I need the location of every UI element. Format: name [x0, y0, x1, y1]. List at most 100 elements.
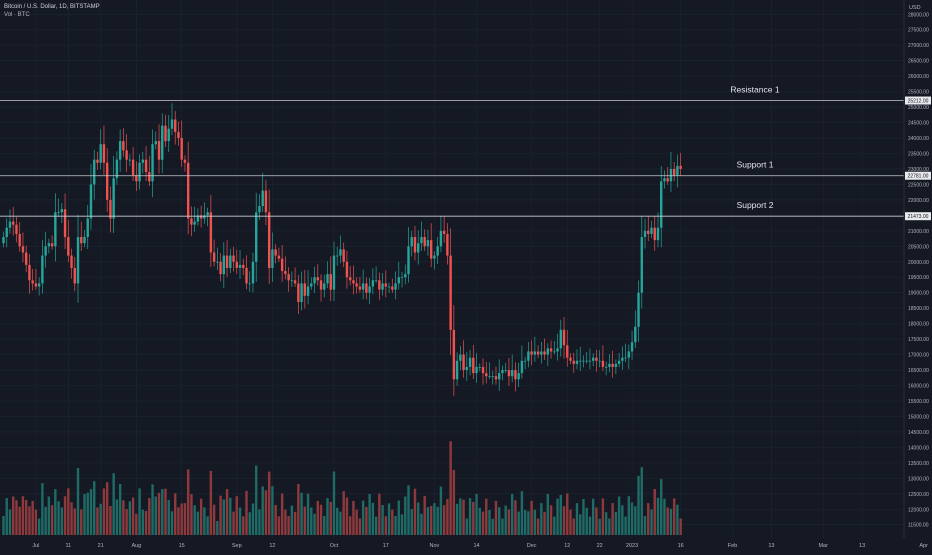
candle-body[interactable] [118, 141, 122, 160]
candle-body[interactable] [186, 162, 190, 219]
candle-body[interactable] [637, 292, 640, 327]
candle-body[interactable] [384, 283, 388, 287]
candle-body[interactable] [306, 286, 310, 296]
candle-body[interactable] [585, 360, 588, 362]
candle-body[interactable] [128, 159, 132, 161]
candle-body[interactable] [63, 209, 67, 238]
candle-body[interactable] [617, 360, 621, 364]
candle-body[interactable] [196, 215, 200, 222]
candle-body[interactable] [462, 354, 465, 371]
candle-body[interactable] [105, 162, 109, 200]
candle-body[interactable] [290, 280, 294, 282]
candle-body[interactable] [345, 261, 349, 278]
candle-body[interactable] [76, 237, 80, 284]
candle-body[interactable] [271, 249, 274, 268]
candle-body[interactable] [391, 286, 394, 290]
candle-body[interactable] [455, 360, 459, 380]
candle-body[interactable] [96, 159, 99, 163]
candle-body[interactable] [569, 357, 572, 361]
candle-body[interactable] [591, 357, 595, 361]
candle-body[interactable] [287, 274, 290, 281]
candle-body[interactable] [475, 366, 478, 374]
candle-body[interactable] [313, 277, 316, 284]
candle-body[interactable] [18, 233, 21, 247]
candle-body[interactable] [280, 258, 284, 272]
candle-body[interactable] [219, 261, 222, 275]
candle-body[interactable] [255, 212, 258, 262]
candle-body[interactable] [501, 370, 504, 374]
candle-body[interactable] [216, 261, 219, 263]
candle-body[interactable] [494, 376, 498, 380]
candle-body[interactable] [31, 280, 34, 284]
candle-body[interactable] [342, 249, 345, 262]
candle-body[interactable] [397, 277, 400, 284]
candle-body[interactable] [44, 246, 47, 256]
candle-body[interactable] [608, 363, 611, 367]
candle-body[interactable] [122, 141, 125, 151]
candle-body[interactable] [491, 376, 494, 378]
candle-body[interactable] [676, 165, 679, 176]
candle-body[interactable] [446, 233, 449, 256]
candle-body[interactable] [235, 261, 238, 268]
candle-body[interactable] [34, 283, 38, 287]
candle-body[interactable] [348, 277, 352, 281]
candle-body[interactable] [70, 255, 73, 268]
candle-body[interactable] [562, 329, 566, 346]
candle-body[interactable] [144, 159, 148, 173]
candle-body[interactable] [365, 283, 368, 293]
candle-body[interactable] [148, 172, 151, 182]
candle-body[interactable] [157, 141, 161, 160]
candle-body[interactable] [238, 264, 242, 268]
candle-body[interactable] [251, 261, 255, 284]
candle-body[interactable] [572, 360, 575, 364]
candle-body[interactable] [452, 329, 456, 380]
candle-body[interactable] [660, 181, 663, 228]
candle-body[interactable] [656, 227, 660, 241]
candle-body[interactable] [472, 357, 475, 374]
candle-body[interactable] [57, 212, 60, 214]
candle-body[interactable] [614, 363, 618, 367]
candle-body[interactable] [507, 370, 511, 377]
candle-body[interactable] [630, 342, 634, 352]
candle-body[interactable] [410, 237, 413, 247]
candle-body[interactable] [261, 190, 264, 207]
candle-body[interactable] [125, 150, 128, 160]
time-axis[interactable]: Jul 11 21 Aug 15 Sep 12 Oct 17 Nov 14 Dec 12 22 2023 16… [32, 543, 928, 549]
candle-body[interactable] [352, 280, 355, 284]
candle-body[interactable] [209, 212, 213, 253]
candle-body[interactable] [229, 255, 232, 268]
candle-body[interactable] [582, 360, 585, 362]
candle-body[interactable] [400, 277, 404, 279]
candle-body[interactable] [83, 237, 86, 244]
candle-body[interactable] [37, 283, 41, 287]
candle-body[interactable] [161, 125, 164, 160]
candle-body[interactable] [28, 264, 31, 281]
candle-body[interactable] [316, 277, 319, 281]
candle-body[interactable] [465, 366, 469, 371]
candle-body[interactable] [442, 230, 446, 234]
candle-body[interactable] [478, 366, 481, 368]
candle-body[interactable] [663, 178, 666, 182]
candle-body[interactable] [634, 326, 637, 343]
candle-body[interactable] [387, 286, 391, 288]
candle-body[interactable] [621, 357, 624, 361]
candle-body[interactable] [527, 351, 530, 361]
candle-body[interactable] [485, 373, 488, 377]
candle-body[interactable] [24, 252, 28, 265]
candle-body[interactable] [601, 360, 605, 367]
candle-body[interactable] [604, 366, 608, 368]
candle-body[interactable] [336, 255, 339, 257]
candle-body[interactable] [517, 373, 520, 380]
candle-body[interactable] [177, 131, 180, 139]
candle-body[interactable] [47, 243, 51, 247]
candle-body[interactable] [293, 280, 297, 284]
candle-body[interactable] [277, 255, 281, 259]
symbol-title[interactable]: Bitcoin / U.S. Dollar, 1D, BITSTAMP [4, 4, 100, 10]
candle-body[interactable] [339, 249, 342, 256]
candle-body[interactable] [381, 283, 384, 290]
candle-body[interactable] [323, 283, 326, 290]
candle-body[interactable] [423, 237, 426, 247]
candle-body[interactable] [50, 243, 54, 247]
candle-body[interactable] [5, 227, 8, 238]
